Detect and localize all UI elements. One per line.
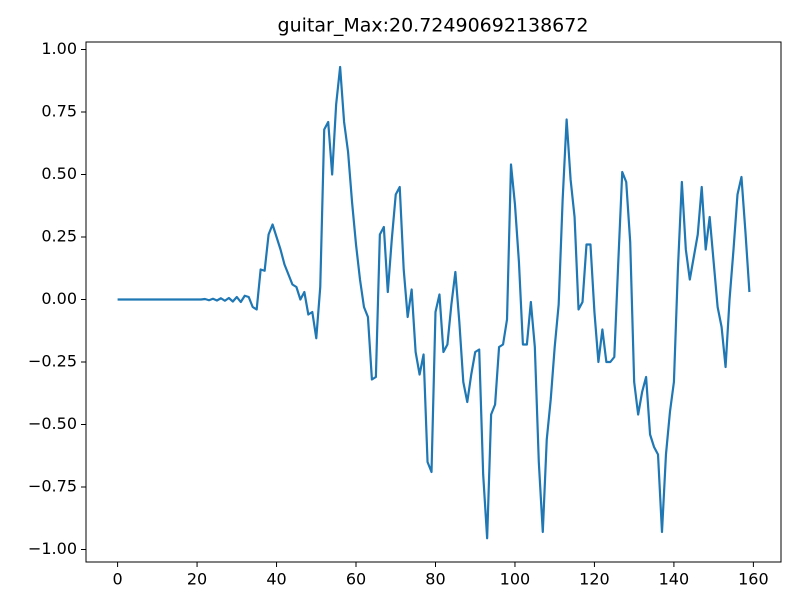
y-tick-label: −0.25 (28, 352, 77, 371)
x-tick-label: 0 (112, 570, 122, 589)
y-tick-label: 0.00 (41, 289, 77, 308)
data-line (117, 65, 751, 540)
x-tick-label: 20 (187, 570, 207, 589)
y-tick-label: 0.25 (41, 227, 77, 246)
x-tick-label: 120 (579, 570, 610, 589)
y-tick-label: 1.00 (41, 39, 77, 58)
x-tick-label: 160 (738, 570, 769, 589)
y-tick-label: −1.00 (28, 539, 77, 558)
x-tick-label: 40 (266, 570, 286, 589)
y-tick-label: 0.75 (41, 102, 77, 121)
y-tick-label: −0.75 (28, 477, 77, 496)
y-tick-label: −0.50 (28, 414, 77, 433)
x-tick-label: 80 (425, 570, 445, 589)
y-tick-label: 0.50 (41, 164, 77, 183)
plot-frame (85, 41, 782, 563)
x-tick-label: 140 (659, 570, 690, 589)
x-tick-label: 60 (346, 570, 366, 589)
x-tick-label: 100 (500, 570, 531, 589)
chart-title: guitar_Max:20.72490692138672 (278, 15, 589, 37)
